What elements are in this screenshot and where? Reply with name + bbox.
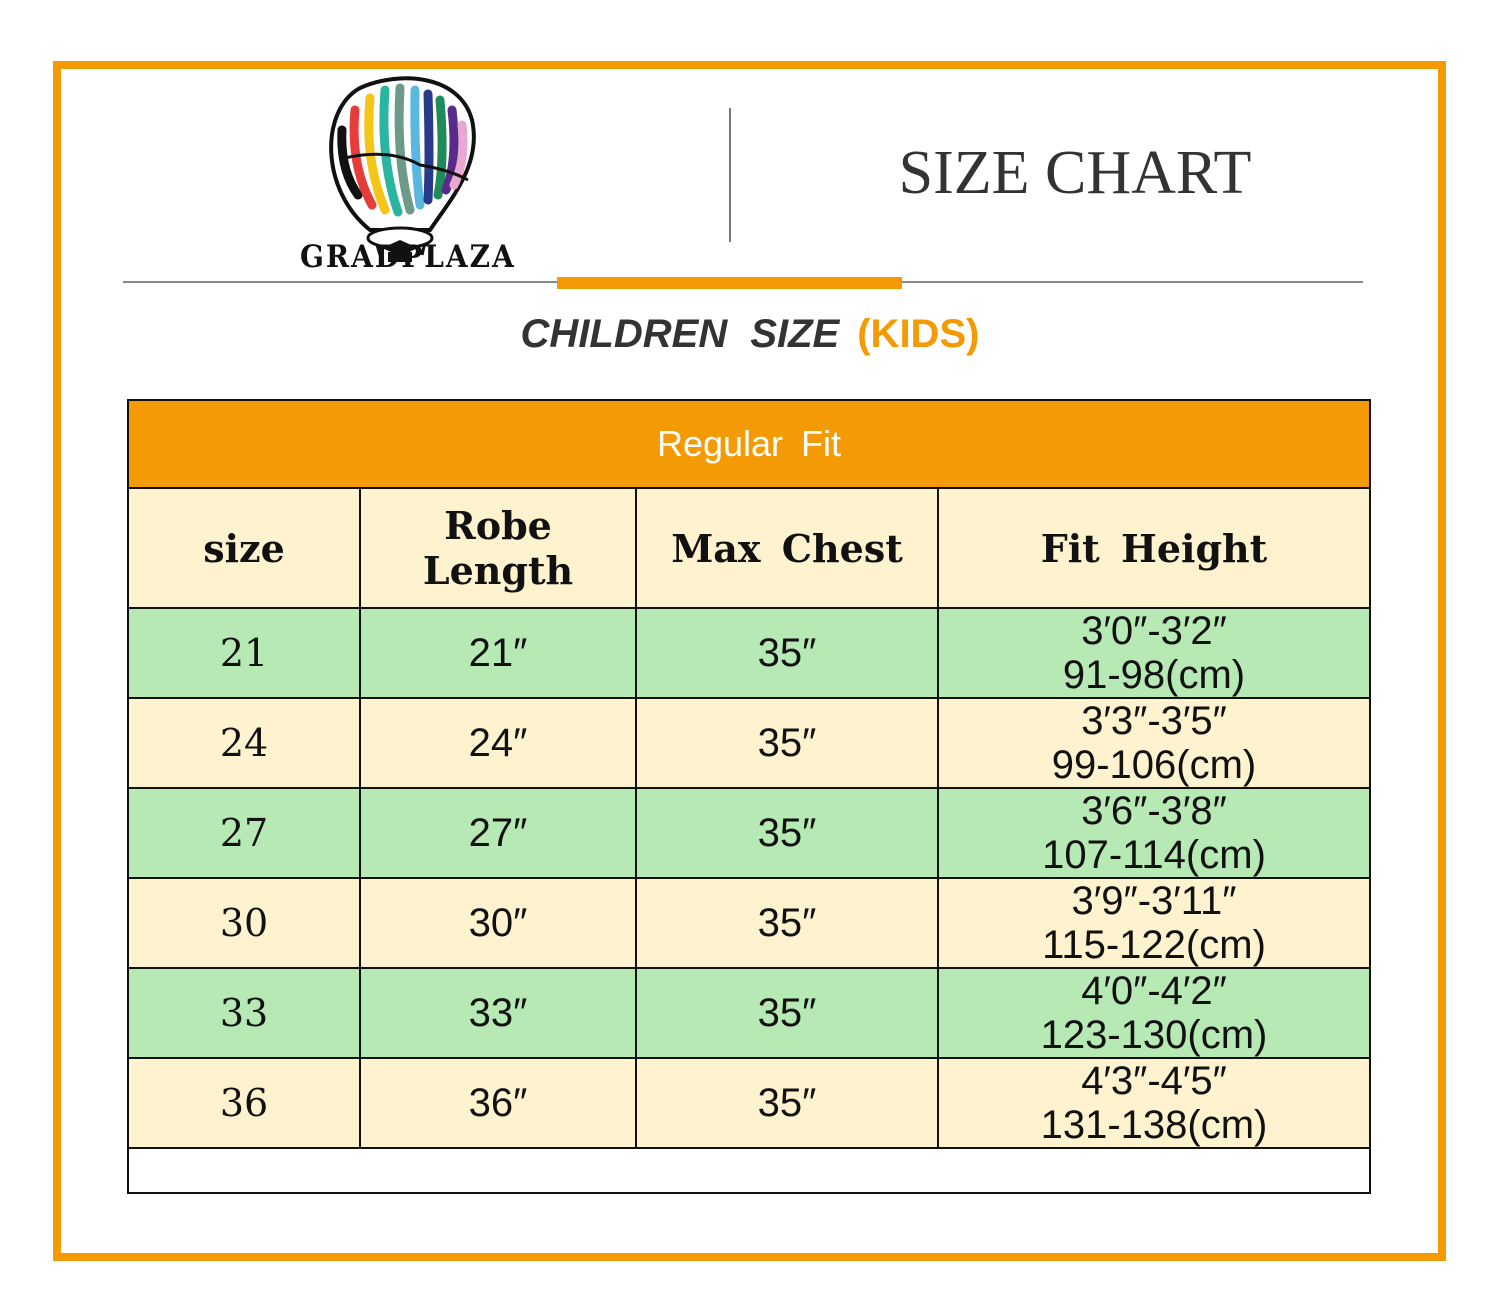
cell-robe-length: 21″	[359, 607, 637, 699]
cell-max-chest: 35″	[635, 1057, 939, 1149]
height-feet: 3′9″-3′11″	[1071, 879, 1237, 923]
table-row: 24 24″ 35″ 3′3″-3′5″ 99-106(cm)	[127, 697, 1371, 789]
size-table: Regular Fit size Robe Length Max Chest F…	[127, 399, 1371, 1194]
height-cm: 115-122(cm)	[1042, 923, 1266, 967]
header-divider	[729, 108, 731, 242]
cell-fit-height: 3′3″-3′5″ 99-106(cm)	[937, 697, 1371, 789]
height-cm: 91-98(cm)	[1062, 653, 1246, 697]
cell-fit-height: 3′6″-3′8″ 107-114(cm)	[937, 787, 1371, 879]
cell-size: 33	[127, 967, 361, 1059]
balloon-logo-icon	[329, 76, 476, 262]
cell-max-chest: 35″	[635, 697, 939, 789]
cell-max-chest: 35″	[635, 967, 939, 1059]
page-title: SIZE CHART	[898, 139, 1252, 207]
height-feet: 3′6″-3′8″	[1081, 789, 1227, 833]
cell-fit-height: 4′3″-4′5″ 131-138(cm)	[937, 1057, 1371, 1149]
height-feet: 4′0″-4′2″	[1081, 969, 1227, 1013]
column-header-robe-length: Robe Length	[359, 487, 637, 609]
table-row: 27 27″ 35″ 3′6″-3′8″ 107-114(cm)	[127, 787, 1371, 879]
table-row: 30 30″ 35″ 3′9″-3′11″ 115-122(cm)	[127, 877, 1371, 969]
table-row: 36 36″ 35″ 4′3″-4′5″ 131-138(cm)	[127, 1057, 1371, 1149]
cell-robe-length: 24″	[359, 697, 637, 789]
height-feet: 4′3″-4′5″	[1081, 1059, 1227, 1103]
cell-fit-height: 4′0″-4′2″ 123-130(cm)	[937, 967, 1371, 1059]
height-cm: 123-130(cm)	[1040, 1013, 1268, 1057]
accent-bar	[557, 277, 902, 289]
subtitle-main: CHILDREN SIZE	[520, 312, 840, 356]
table-row: 33 33″ 35″ 4′0″-4′2″ 123-130(cm)	[127, 967, 1371, 1059]
cell-max-chest: 35″	[635, 877, 939, 969]
height-cm: 99-106(cm)	[1051, 743, 1257, 787]
height-cm: 107-114(cm)	[1042, 833, 1266, 877]
fit-caption: Regular Fit	[127, 399, 1371, 489]
height-feet: 3′0″-3′2″	[1081, 609, 1227, 653]
header-row: size Robe Length Max Chest Fit Height	[127, 487, 1371, 609]
column-header-max-chest: Max Chest	[635, 487, 939, 609]
cell-fit-height: 3′0″-3′2″ 91-98(cm)	[937, 607, 1371, 699]
cell-max-chest: 35″	[635, 607, 939, 699]
cell-size: 36	[127, 1057, 361, 1149]
cell-robe-length: 27″	[359, 787, 637, 879]
subtitle: CHILDREN SIZE (KIDS)	[0, 312, 1500, 357]
column-header-size: size	[127, 487, 361, 609]
orange-frame	[53, 61, 1446, 1261]
height-cm: 131-138(cm)	[1040, 1103, 1268, 1147]
cell-size: 24	[127, 697, 361, 789]
cell-size: 30	[127, 877, 361, 969]
cell-robe-length: 33″	[359, 967, 637, 1059]
column-header-fit-height: Fit Height	[937, 487, 1371, 609]
table-row: 21 21″ 35″ 3′0″-3′2″ 91-98(cm)	[127, 607, 1371, 699]
empty-row	[127, 1147, 1371, 1194]
cell-max-chest: 35″	[635, 787, 939, 879]
cell-size: 21	[127, 607, 361, 699]
cell-robe-length: 36″	[359, 1057, 637, 1149]
height-feet: 3′3″-3′5″	[1081, 699, 1227, 743]
cell-fit-height: 3′9″-3′11″ 115-122(cm)	[937, 877, 1371, 969]
cell-robe-length: 30″	[359, 877, 637, 969]
brand-name: GRADPLAZA	[300, 238, 516, 275]
subtitle-highlight: (KIDS)	[857, 312, 980, 356]
cell-size: 27	[127, 787, 361, 879]
